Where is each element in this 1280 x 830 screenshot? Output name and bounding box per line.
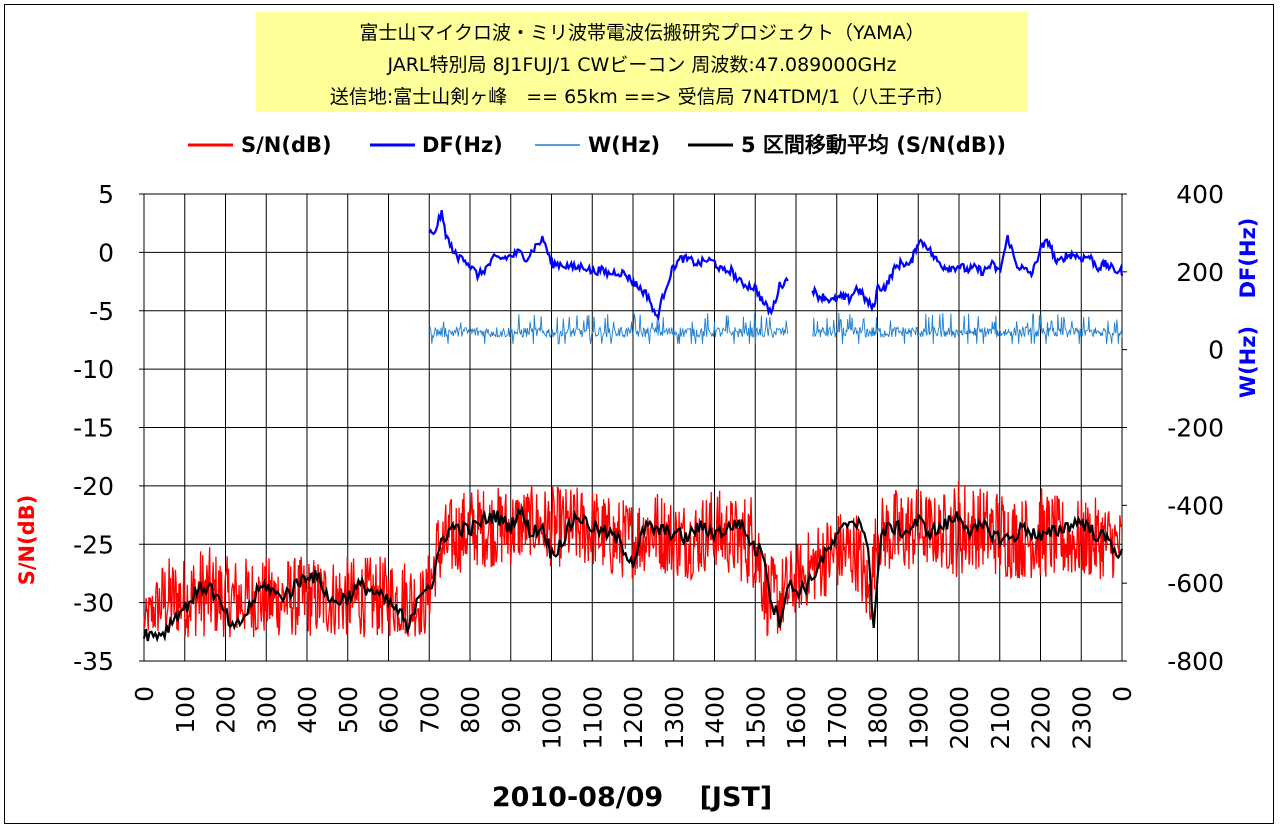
legend: S/N(dB) DF(Hz) W(Hz) 5 区間移動平均 (S/N(dB)) (188, 133, 1006, 157)
x-tick-label: 2200 (1027, 686, 1056, 750)
x-tick-label: 400 (293, 686, 322, 734)
x-tick-label: 2000 (945, 686, 974, 750)
x-tick-label: 1000 (538, 686, 567, 750)
x-tick-label: 1300 (660, 686, 689, 750)
x-tick-label: 800 (456, 686, 485, 734)
x-tick-label: 1700 (823, 686, 852, 750)
series-df-line-1 (428, 209, 789, 322)
series-w-line-1 (428, 312, 789, 345)
legend-sn-label: S/N(dB) (241, 133, 332, 157)
series-moving-average-line (142, 505, 1124, 643)
y-left-tick-label: -30 (73, 589, 114, 618)
y-left-tick-label: -20 (73, 472, 114, 501)
y-axis-label-right-df: DF(Hz) (1236, 218, 1260, 299)
x-tick-label: 1900 (904, 686, 933, 750)
x-tick-label: 0 (1108, 686, 1137, 702)
series-sn-line (143, 480, 1123, 638)
x-tick-label: 0 (130, 686, 159, 702)
x-tick-label: 700 (415, 686, 444, 734)
x-tick-label: 2300 (1067, 686, 1096, 750)
legend-w-label: W(Hz) (588, 133, 660, 157)
series-df-line-2 (811, 234, 1124, 313)
chart-title-line-1: 富士山マイクロ波・ミリ波帯電波伝搬研究プロジェクト（YAMA） (359, 22, 925, 44)
x-tick-label: 1100 (578, 686, 607, 750)
y-left-tick-label: 0 (98, 238, 114, 267)
x-tick-label: 900 (497, 686, 526, 734)
y-right-tick-label: 400 (1176, 180, 1224, 209)
axes: 50-5-10-15-20-25-30-354002000-200-400-60… (73, 180, 1224, 750)
y-axis-label-left: S/N(dB) (15, 495, 39, 586)
legend-ma-label: 5 区間移動平均 (S/N(dB)) (741, 133, 1006, 157)
y-right-tick-label: -200 (1167, 414, 1224, 443)
y-left-tick-label: -5 (89, 297, 114, 326)
legend-df-label: DF(Hz) (422, 133, 503, 157)
y-right-tick-label: -800 (1167, 647, 1224, 676)
x-tick-label: 2100 (986, 686, 1015, 750)
x-tick-label: 300 (252, 686, 281, 734)
x-axis-label: 2010-08/09 [JST] (492, 782, 772, 813)
y-right-tick-label: -400 (1167, 491, 1224, 520)
chart-title-line-3: 送信地:富士山剣ヶ峰 == 65km ==> 受信局 7N4TDM/1（八王子市… (329, 86, 955, 108)
x-tick-label: 1400 (701, 686, 730, 750)
series-layer (142, 209, 1124, 643)
x-tick-label: 1600 (782, 686, 811, 750)
y-left-tick-label: -10 (73, 355, 114, 384)
series-w-line-2 (811, 312, 1123, 344)
y-left-tick-label: -15 (73, 414, 114, 443)
x-tick-label: 1200 (619, 686, 648, 750)
y-left-tick-label: -25 (73, 530, 114, 559)
y-right-tick-label: -600 (1167, 569, 1224, 598)
y-right-tick-label: 0 (1208, 336, 1224, 365)
y-axis-label-right-w: W(Hz) (1236, 326, 1260, 398)
grid (144, 194, 1122, 661)
x-tick-label: 1800 (864, 686, 893, 750)
chart-title-line-2: JARL特別局 8J1FUJ/1 CWビーコン 周波数:47.089000GHz (387, 54, 897, 76)
x-tick-label: 100 (171, 686, 200, 734)
x-tick-label: 1500 (741, 686, 770, 750)
y-left-tick-label: -35 (73, 647, 114, 676)
chart-title-box: 富士山マイクロ波・ミリ波帯電波伝搬研究プロジェクト（YAMA） JARL特別局 … (256, 12, 1028, 112)
x-tick-label: 200 (212, 686, 241, 734)
y-right-tick-label: 200 (1176, 258, 1224, 287)
y-left-tick-label: 5 (98, 180, 114, 209)
x-tick-label: 500 (334, 686, 363, 734)
x-tick-label: 600 (375, 686, 404, 734)
